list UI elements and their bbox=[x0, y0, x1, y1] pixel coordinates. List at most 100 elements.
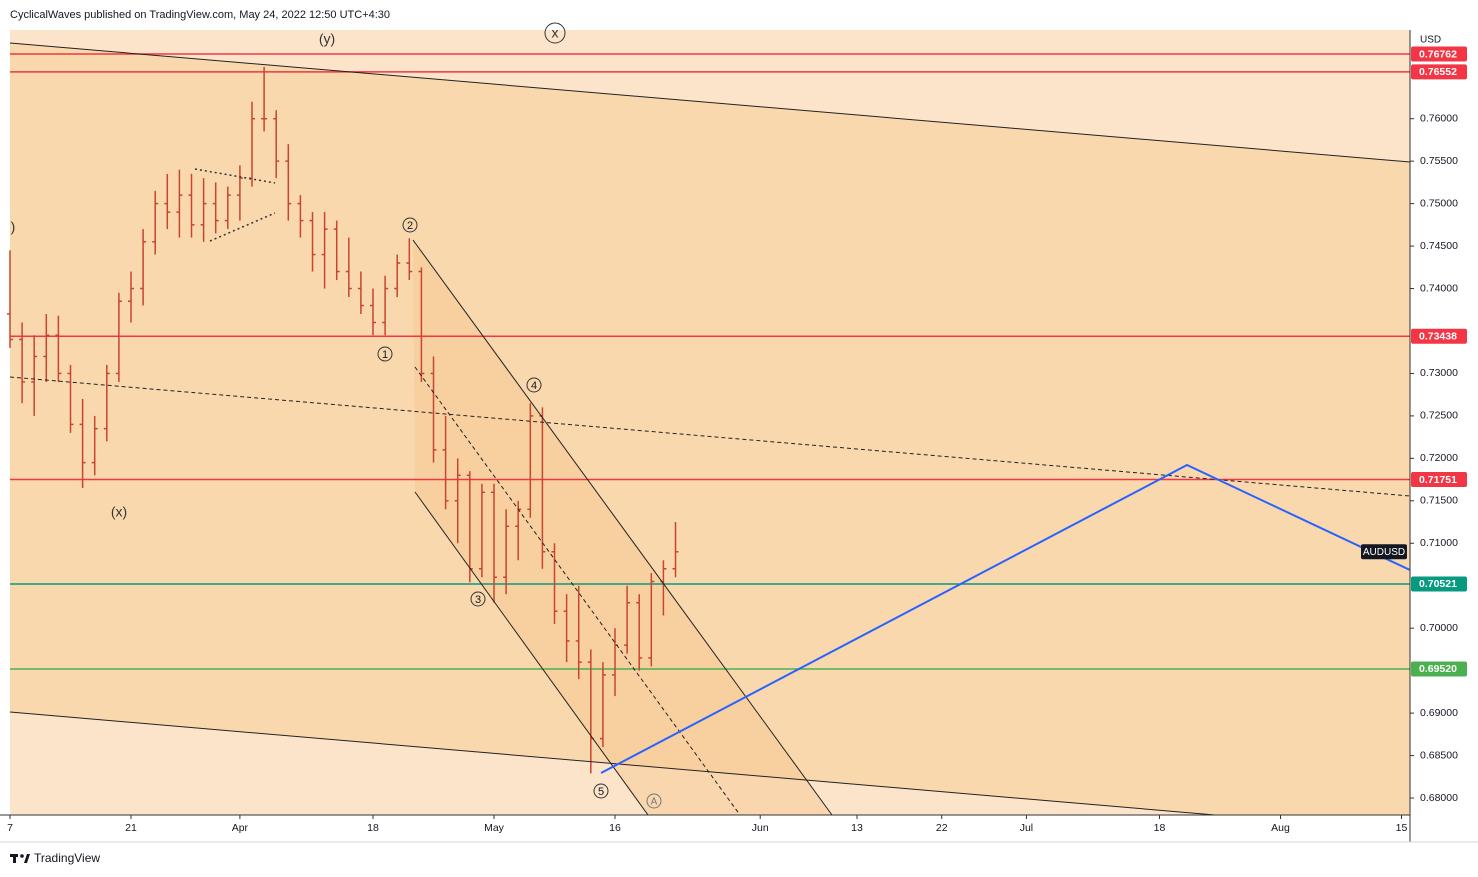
level-label: 0.70521 bbox=[1419, 578, 1457, 590]
ohlc-bar bbox=[91, 415, 98, 476]
ohlc-bar bbox=[212, 182, 219, 234]
ohlc-bar bbox=[478, 483, 485, 578]
y-tick-label: 0.76000 bbox=[1420, 112, 1458, 124]
ohlc-bar bbox=[636, 594, 643, 671]
ohlc-bar bbox=[624, 585, 631, 654]
symbol-label: AUDUSD bbox=[1363, 547, 1405, 558]
y-tick-label: 0.72000 bbox=[1420, 452, 1458, 464]
x-tick-label: 18 bbox=[1154, 822, 1166, 834]
ohlc-bar bbox=[261, 66, 268, 132]
ohlc-bar bbox=[418, 267, 425, 382]
ohlc-bar bbox=[430, 356, 437, 463]
ohlc-bar bbox=[575, 585, 582, 680]
level-label-box bbox=[1411, 471, 1467, 487]
ohlc-bar bbox=[442, 415, 449, 510]
x-tick-label: 22 bbox=[936, 822, 948, 834]
ohlc-bar bbox=[648, 572, 655, 667]
level-label: 0.73438 bbox=[1419, 331, 1457, 343]
channel-line bbox=[414, 491, 649, 816]
ohlc-bar bbox=[503, 509, 510, 595]
median-line bbox=[9, 376, 1411, 497]
x-tick-label: 15 bbox=[1396, 822, 1408, 834]
y-tick-label: 0.74500 bbox=[1420, 240, 1458, 252]
y-tick-label: 0.68500 bbox=[1420, 749, 1458, 761]
level-label-box bbox=[1411, 328, 1467, 344]
ohlc-bar bbox=[672, 522, 679, 578]
level-label-box bbox=[1411, 64, 1467, 80]
x-tick-label: 13 bbox=[851, 822, 863, 834]
ohlc-bar bbox=[527, 403, 534, 518]
ohlc-bar bbox=[19, 322, 26, 404]
x-tick-label: Aug bbox=[1271, 822, 1290, 834]
wave-label: 3 bbox=[475, 594, 481, 606]
x-tick-label: May bbox=[484, 822, 505, 834]
channel-line bbox=[412, 239, 833, 816]
wave-circle bbox=[377, 346, 393, 362]
ohlc-bar bbox=[152, 190, 159, 255]
ohlc-bar bbox=[599, 662, 606, 748]
x-tick-label: Jul bbox=[1020, 822, 1033, 834]
ohlc-bar bbox=[273, 110, 280, 179]
ohlc-bar bbox=[551, 543, 558, 624]
level-label: 0.71751 bbox=[1419, 474, 1457, 486]
level-label: 0.69520 bbox=[1419, 663, 1457, 675]
wave-circle bbox=[593, 783, 609, 799]
wave-circle bbox=[526, 377, 542, 393]
ohlc-bar bbox=[31, 335, 38, 416]
marks bbox=[7, 53, 1410, 774]
x-tick-label: 16 bbox=[609, 822, 621, 834]
ohlc-bar bbox=[164, 173, 171, 230]
ohlc-bar bbox=[55, 315, 62, 382]
ohlc-bar bbox=[321, 212, 328, 289]
ohlc-bar bbox=[67, 364, 74, 433]
wave-label: A bbox=[651, 797, 658, 808]
y-tick-label: 0.69000 bbox=[1420, 707, 1458, 719]
wave-label: 2 bbox=[407, 220, 413, 232]
ohlc-bar bbox=[115, 292, 122, 382]
y-tick-label: 0.72500 bbox=[1420, 410, 1458, 422]
level-label: 0.76762 bbox=[1419, 48, 1457, 60]
wave-label: ) bbox=[11, 219, 16, 235]
ohlc-bar bbox=[79, 398, 86, 489]
ohlc-bar bbox=[406, 238, 413, 281]
ohlc-bar bbox=[43, 313, 50, 382]
wave-label: 1 bbox=[382, 349, 388, 361]
ohlc-bar bbox=[345, 237, 352, 298]
ohlc-bar bbox=[382, 275, 389, 336]
level-label: 0.76552 bbox=[1419, 66, 1457, 78]
ohlc-bar bbox=[297, 195, 304, 238]
x-tick-label: 18 bbox=[367, 822, 379, 834]
wave-label: (x) bbox=[111, 504, 127, 520]
triangle-line bbox=[194, 168, 276, 184]
x-tick-label: 21 bbox=[125, 822, 137, 834]
ohlc-bar bbox=[370, 288, 377, 336]
footer-brand: TradingView bbox=[34, 851, 100, 865]
ohlc-bar bbox=[140, 229, 147, 306]
ohlc-bar bbox=[309, 212, 316, 272]
y-tick-label: 0.75000 bbox=[1420, 197, 1458, 209]
y-tick-label: 0.75500 bbox=[1420, 155, 1458, 167]
ohlc-bar bbox=[224, 186, 231, 230]
trend-line bbox=[9, 42, 1411, 163]
x-tick-label: Jun bbox=[752, 822, 769, 834]
triangle-line bbox=[209, 212, 276, 242]
ohlc-bar bbox=[128, 271, 135, 323]
y-tick-label: 0.74000 bbox=[1420, 282, 1458, 294]
channel-midline bbox=[414, 366, 741, 816]
symbol-label-box bbox=[1361, 544, 1407, 560]
y-tick-label: 0.71000 bbox=[1420, 537, 1458, 549]
ohlc-bar bbox=[394, 254, 401, 298]
wave-circle bbox=[470, 591, 486, 607]
wave-label: 5 bbox=[598, 786, 604, 798]
header: CyclicalWaves published on TradingView.c… bbox=[10, 9, 390, 21]
projection-path bbox=[600, 463, 1411, 774]
x-tick-label: Apr bbox=[232, 822, 249, 834]
ohlc-bar bbox=[454, 458, 461, 544]
ohlc-bar bbox=[333, 220, 340, 281]
y-tick-label: 0.71500 bbox=[1420, 495, 1458, 507]
level-label-box bbox=[1411, 46, 1467, 62]
ohlc-bar bbox=[236, 165, 243, 221]
ohlc-bar bbox=[176, 169, 183, 238]
level-label-box bbox=[1411, 661, 1467, 677]
